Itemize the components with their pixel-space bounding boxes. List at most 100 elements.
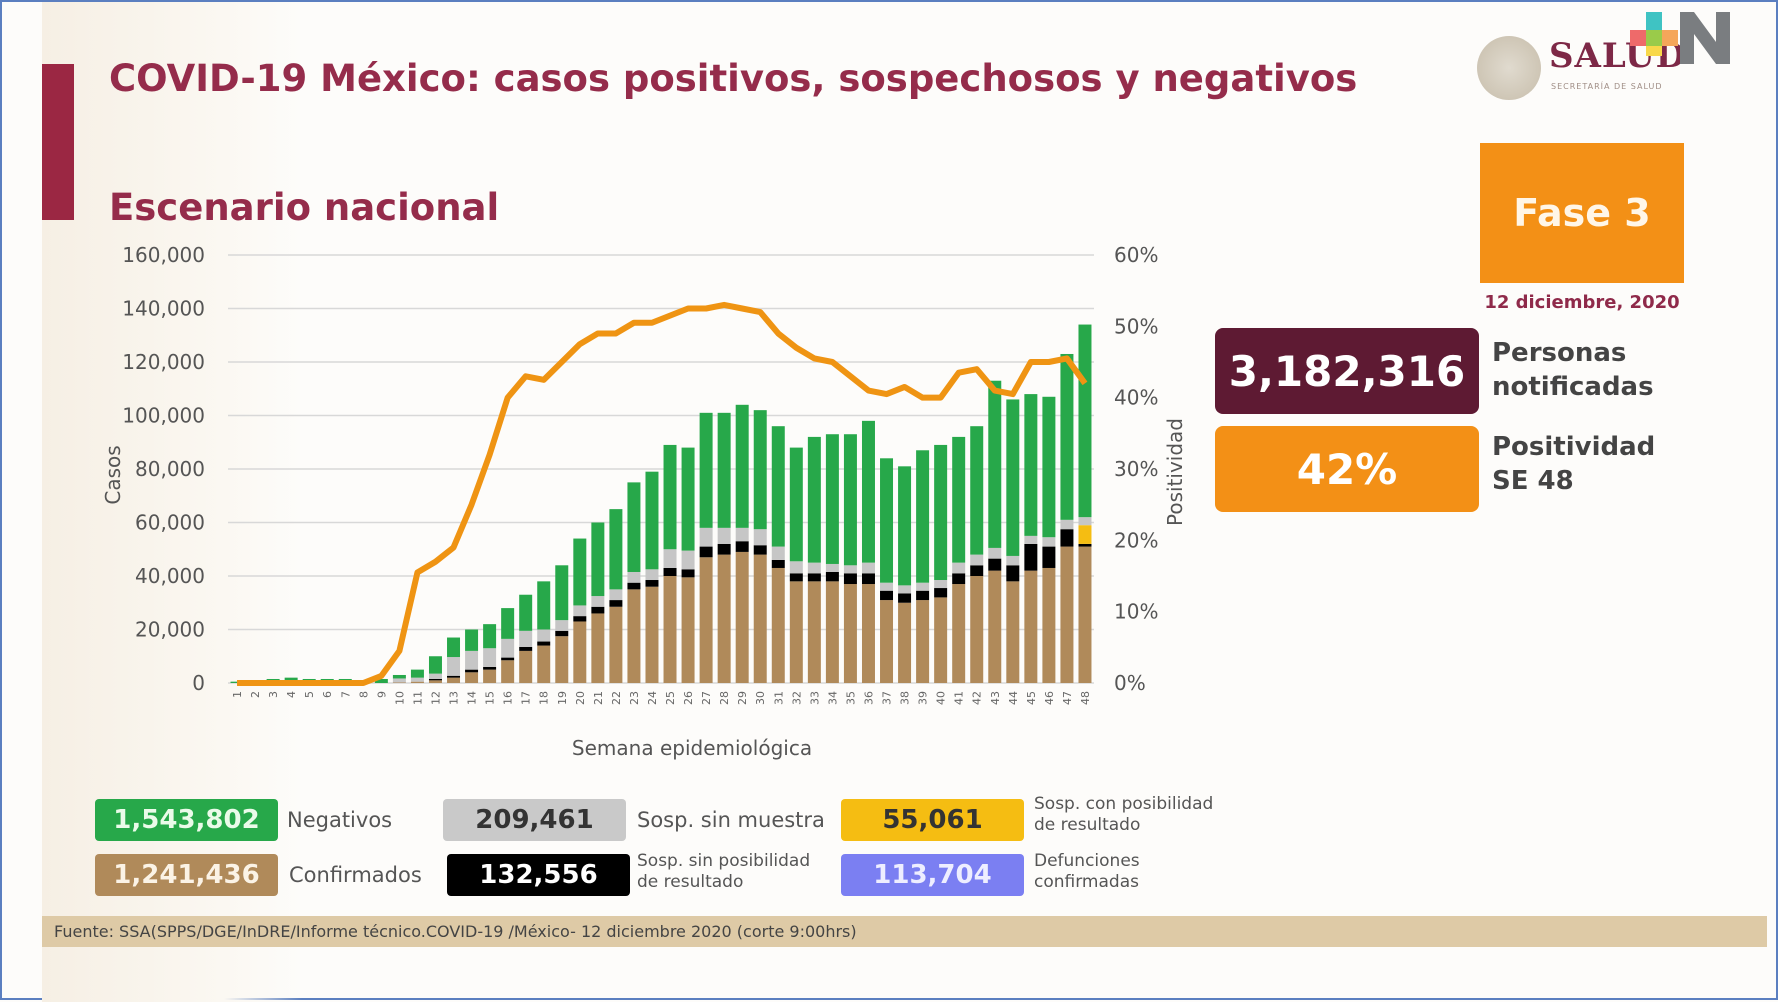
bar-segment: [447, 657, 461, 676]
bar-segment: [555, 620, 569, 631]
bar-segment: [988, 558, 1002, 571]
bar-segment: [771, 426, 785, 547]
bar-segment: [916, 582, 930, 591]
salud-logo: SALUD SECRETARÍA DE SALUD: [1477, 36, 1697, 106]
y2-tick-label: 40%: [1114, 386, 1158, 410]
label-line: Sosp. con posibilidad: [1034, 794, 1214, 814]
bar-segment: [465, 672, 479, 683]
bar-segment: [1024, 535, 1038, 544]
bar-segment: [501, 657, 515, 661]
bar-segment: [392, 678, 406, 683]
x-tick-label: 11: [411, 691, 424, 705]
bar-segment: [591, 596, 605, 607]
national-seal-icon: [1477, 36, 1541, 100]
page-title: COVID-19 México: casos positivos, sospec…: [109, 57, 1358, 100]
bar-segment: [537, 645, 551, 683]
bar-segment: [1060, 353, 1074, 520]
bar-segment: [591, 613, 605, 683]
logo-tagline: SECRETARÍA DE SALUD: [1551, 82, 1663, 91]
bar-segment: [1078, 543, 1092, 547]
bar-segment: [609, 589, 623, 601]
x-tick-label: 5: [303, 691, 316, 698]
bar-segment: [1078, 525, 1092, 544]
x-tick-label: 14: [466, 691, 479, 705]
x-tick-label: 16: [502, 691, 515, 705]
bar-segment: [916, 590, 930, 601]
bar-segment: [519, 646, 533, 651]
bar-segment: [1060, 529, 1074, 547]
bar-segment: [1078, 324, 1092, 518]
bar-segment: [645, 586, 659, 683]
y-tick-label: 100,000: [122, 404, 205, 428]
x-tick-label: 10: [393, 691, 406, 705]
bar-segment: [880, 590, 894, 601]
bar-segment: [681, 577, 695, 683]
positivity-label: Positividad SE 48: [1492, 430, 1655, 498]
bar-segment: [374, 678, 388, 683]
bar-segment: [861, 573, 875, 585]
bar-segment: [880, 600, 894, 683]
bar-segment: [483, 648, 497, 667]
bar-segment: [537, 641, 551, 646]
report-date: 12 diciembre, 2020: [1484, 292, 1680, 313]
bar-segment: [483, 669, 497, 683]
bar-segment: [465, 669, 479, 673]
bar-segment: [537, 629, 551, 642]
bar-segment: [861, 562, 875, 574]
x-tick-label: 15: [484, 691, 497, 705]
x-tick-label: 38: [899, 691, 912, 705]
legend-defunciones-label: Defunciones confirmadas: [1034, 851, 1140, 893]
bar-segment: [609, 509, 623, 590]
bar-segment: [627, 482, 641, 572]
bar-segment: [825, 581, 839, 683]
bar-segment: [627, 582, 641, 590]
bar-segment: [410, 681, 424, 683]
bar-segment: [952, 436, 966, 563]
x-tick-label: 26: [682, 691, 695, 705]
legend-defunciones-value: 113,704: [841, 854, 1024, 896]
bar-segment: [771, 546, 785, 560]
bar-segment: [573, 605, 587, 617]
bar-segment: [717, 543, 731, 555]
legend-sin-posibilidad-label: Sosp. sin posibilidad de resultado: [637, 851, 810, 893]
x-tick-label: 13: [448, 691, 461, 705]
legend-sin-posibilidad-value: 132,556: [447, 854, 630, 896]
bar-segment: [537, 581, 551, 630]
bar-segment: [843, 584, 857, 683]
label-line: notificadas: [1492, 372, 1654, 402]
bar-segment: [501, 660, 515, 683]
bar-segment: [1006, 565, 1020, 582]
bar-segment: [1060, 519, 1074, 530]
bar-segment: [916, 600, 930, 683]
label-line: Positividad: [1492, 432, 1656, 462]
x-axis-label: Semana epidemiológica: [572, 736, 812, 760]
x-tick-label: 7: [339, 691, 352, 698]
positivity-value: 42%: [1215, 426, 1479, 512]
x-tick-label: 19: [556, 691, 569, 705]
bar-segment: [988, 570, 1002, 683]
bar-segment: [663, 549, 677, 568]
bar-segment: [952, 562, 966, 574]
bar-segment: [753, 529, 767, 546]
bar-segment: [825, 571, 839, 582]
bar-segment: [807, 436, 821, 563]
bar-segment: [970, 426, 984, 555]
y-tick-label: 140,000: [122, 297, 205, 321]
bar-segment: [1042, 567, 1056, 683]
bar-segment: [861, 584, 875, 683]
x-tick-label: 34: [826, 691, 839, 705]
bar-segment: [645, 471, 659, 570]
label-line: confirmadas: [1034, 872, 1139, 892]
legend-con-posibilidad-label: Sosp. con posibilidad de resultado: [1034, 794, 1213, 836]
bar-segment: [447, 677, 461, 683]
bar-segment: [410, 669, 424, 678]
y2-tick-label: 60%: [1114, 243, 1158, 267]
y-tick-label: 60,000: [135, 511, 205, 535]
label-line: Sosp. sin posibilidad: [637, 851, 811, 871]
notified-persons-value: 3,182,316: [1215, 328, 1479, 414]
bar-segment: [663, 444, 677, 550]
bar-segment: [555, 565, 569, 621]
x-tick-label: 31: [772, 691, 785, 705]
x-tick-label: 6: [321, 691, 334, 698]
bar-segment: [952, 573, 966, 585]
